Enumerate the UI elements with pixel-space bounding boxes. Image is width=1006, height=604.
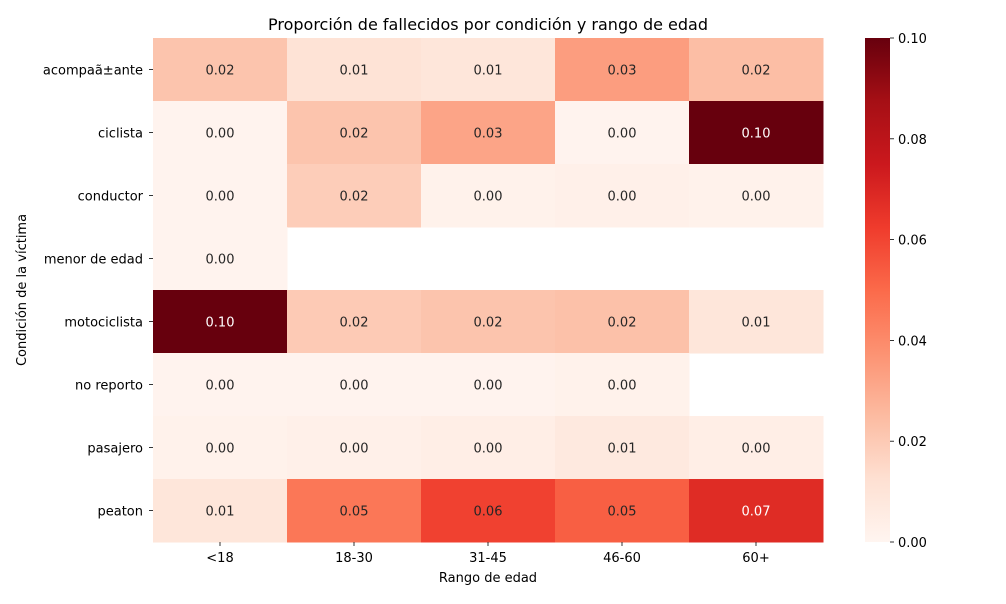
y-tick-label: menor de edad: [44, 253, 143, 268]
heatmap-cell: [555, 101, 690, 165]
cell-value-label: 0.00: [742, 190, 771, 205]
colorbar-gradient: [865, 38, 890, 542]
heatmap-cell: [287, 353, 422, 417]
heatmap-cell: [421, 353, 556, 417]
x-tick-label: 18-30: [335, 551, 373, 566]
cell-value-label: 0.02: [340, 127, 369, 142]
cell-value-label: 0.02: [742, 64, 771, 79]
cell-value-label: 0.02: [340, 190, 369, 205]
heatmap-cell: [153, 227, 288, 291]
colorbar-tick-label: 0.04: [898, 334, 927, 349]
chart-title: Proporción de fallecidos por condición y…: [268, 15, 708, 34]
heatmap-cell: [555, 479, 690, 543]
y-axis: acompaã±ante ciclista conductor menor de ed…: [43, 64, 153, 520]
y-tick-label: conductor: [78, 190, 144, 205]
heatmap-cell: [287, 101, 422, 165]
heatmap-cell: [555, 290, 690, 354]
y-axis-label: Condición de la víctima: [15, 214, 30, 366]
y-tick-label: motociclista: [64, 316, 143, 331]
heatmap-cell: [421, 38, 556, 102]
y-tick-label: ciclista: [98, 127, 143, 142]
cell-value-label: 0.03: [474, 127, 503, 142]
colorbar-tick-label: 0.02: [898, 435, 927, 450]
x-axis-label: Rango de edad: [439, 571, 537, 586]
x-tick-label: <18: [206, 551, 233, 566]
cell-value-label: 0.00: [206, 253, 235, 268]
heatmap-cell: [153, 416, 288, 480]
cell-value-label: 0.01: [742, 316, 771, 331]
cell-value-label: 0.01: [206, 505, 235, 520]
heatmap-cell: [689, 416, 824, 480]
colorbar: 0.00 0.02 0.04 0.06 0.08 0.10: [865, 32, 927, 551]
heatmap-cell: [287, 164, 422, 228]
cell-value-label: 0.00: [206, 379, 235, 394]
heatmap-cell: [153, 479, 288, 543]
cell-value-label: 0.00: [340, 379, 369, 394]
y-tick-label: peaton: [97, 505, 143, 520]
cell-value-label: 0.00: [474, 379, 503, 394]
y-tick-label: acompaã±ante: [43, 64, 143, 79]
heatmap-cells: 0.02 0.01 0.01 0.03 0.02 0.00 0.02 0.03 0.00 0.10…: [153, 38, 824, 543]
heatmap-cell: [555, 416, 690, 480]
cell-value-label: 0.00: [608, 379, 637, 394]
heatmap-cell: [153, 164, 288, 228]
cell-value-label: 0.01: [340, 64, 369, 79]
heatmap-cell: [555, 38, 690, 102]
heatmap-cell: [153, 38, 288, 102]
cell-value-label: 0.07: [742, 505, 771, 520]
cell-value-label: 0.00: [206, 190, 235, 205]
heatmap-cell: [689, 164, 824, 228]
heatmap-cell: [555, 164, 690, 228]
heatmap-cell: [689, 479, 824, 543]
x-tick-label: 60+: [742, 551, 769, 566]
cell-value-label: 0.10: [206, 316, 235, 331]
cell-value-label: 0.00: [206, 127, 235, 142]
colorbar-tick-label: 0.00: [898, 536, 927, 551]
heatmap-cell: [153, 290, 288, 354]
cell-value-label: 0.02: [206, 64, 235, 79]
cell-value-label: 0.00: [474, 442, 503, 457]
heatmap-cell: [421, 101, 556, 165]
heatmap-cell: [689, 38, 824, 102]
cell-value-label: 0.03: [608, 64, 637, 79]
heatmap-cell: [555, 353, 690, 417]
heatmap-cell: [287, 38, 422, 102]
x-tick-label: 46-60: [603, 551, 641, 566]
cell-value-label: 0.06: [474, 505, 503, 520]
x-tick-label: 31-45: [469, 551, 507, 566]
heatmap-cell: [689, 290, 824, 354]
cell-value-label: 0.02: [340, 316, 369, 331]
heatmap-cell: [421, 164, 556, 228]
colorbar-tick-label: 0.08: [898, 133, 927, 148]
cell-value-label: 0.00: [742, 442, 771, 457]
heatmap-cell: [421, 290, 556, 354]
heatmap-cell: [287, 479, 422, 543]
x-axis: <18 18-30 31-45 46-60 60+: [206, 542, 770, 566]
cell-value-label: 0.01: [474, 64, 503, 79]
cell-value-label: 0.02: [608, 316, 637, 331]
colorbar-tick-label: 0.10: [898, 32, 927, 47]
y-tick-label: pasajero: [87, 442, 143, 457]
cell-value-label: 0.10: [742, 127, 771, 142]
cell-value-label: 0.05: [608, 505, 637, 520]
heatmap-cell: [689, 101, 824, 165]
cell-value-label: 0.00: [608, 190, 637, 205]
cell-value-label: 0.01: [608, 442, 637, 457]
heatmap-cell: [153, 353, 288, 417]
heatmap-cell: [287, 290, 422, 354]
cell-value-label: 0.05: [340, 505, 369, 520]
y-tick-label: no reporto: [75, 379, 143, 394]
cell-value-label: 0.00: [206, 442, 235, 457]
heatmap-cell: [421, 479, 556, 543]
cell-value-label: 0.02: [474, 316, 503, 331]
heatmap-cell: [153, 101, 288, 165]
heatmap-cell: [421, 416, 556, 480]
heatmap-cell: [287, 416, 422, 480]
cell-value-label: 0.00: [608, 127, 637, 142]
colorbar-tick-label: 0.06: [898, 234, 927, 249]
cell-value-label: 0.00: [474, 190, 503, 205]
cell-value-label: 0.00: [340, 442, 369, 457]
